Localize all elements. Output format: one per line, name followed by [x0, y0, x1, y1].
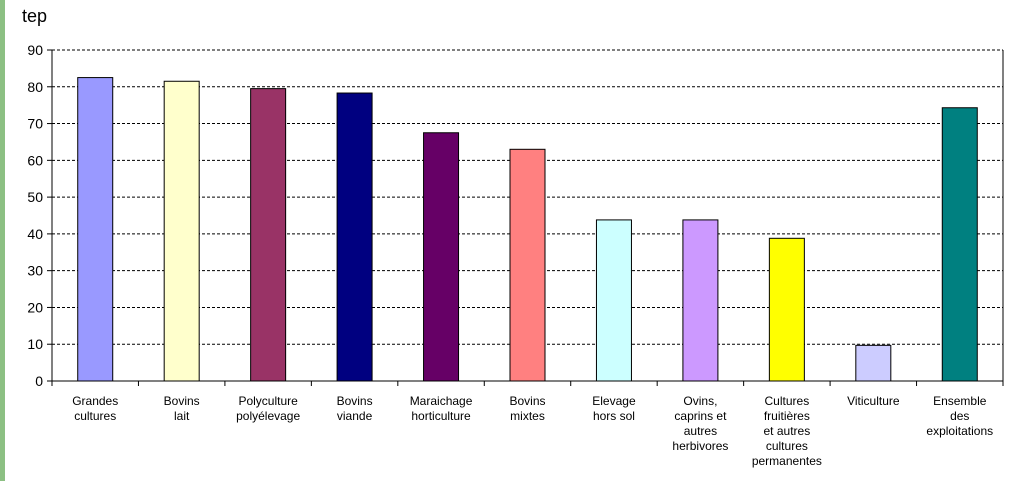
y-tick-label: 80 [27, 79, 43, 95]
y-tick-label: 0 [35, 373, 43, 389]
bar [336, 92, 373, 382]
bar [163, 80, 200, 382]
y-tick-label: 50 [27, 189, 43, 205]
bar [682, 219, 719, 382]
y-tick-label: 60 [27, 152, 43, 168]
x-category-label: Maraichage horticulture [410, 394, 473, 423]
x-category-label: Ovins, caprins et autres herbivores [672, 394, 728, 453]
y-axis-unit-label: tep [22, 6, 48, 26]
x-category-label: Grandes cultures [72, 394, 118, 423]
x-category-label: Bovins lait [164, 394, 200, 423]
x-category-label: Bovins mixtes [509, 394, 545, 423]
bar [509, 148, 546, 382]
x-category-label: Elevage hors sol [592, 394, 636, 423]
y-tick-label: 40 [27, 226, 43, 242]
x-category-label: Viticulture [847, 394, 900, 408]
bar [855, 344, 892, 382]
bar [250, 88, 287, 382]
bar [595, 219, 632, 382]
y-tick-label: 20 [27, 299, 43, 315]
x-category-label: Polyculture polyélevage [236, 394, 300, 423]
x-category-label: Ensemble des exploitations [926, 394, 993, 438]
bar [77, 77, 114, 382]
accent-strip [0, 0, 5, 481]
x-category-label: Cultures fruitières et autres cultures perma… [752, 394, 822, 468]
y-tick-label: 30 [27, 263, 43, 279]
y-tick-label: 90 [27, 42, 43, 58]
bar [941, 107, 978, 382]
bar [423, 132, 460, 382]
bar [768, 237, 805, 382]
y-tick-label: 10 [27, 336, 43, 352]
x-category-label: Bovins viande [337, 394, 373, 423]
y-tick-label: 70 [27, 116, 43, 132]
